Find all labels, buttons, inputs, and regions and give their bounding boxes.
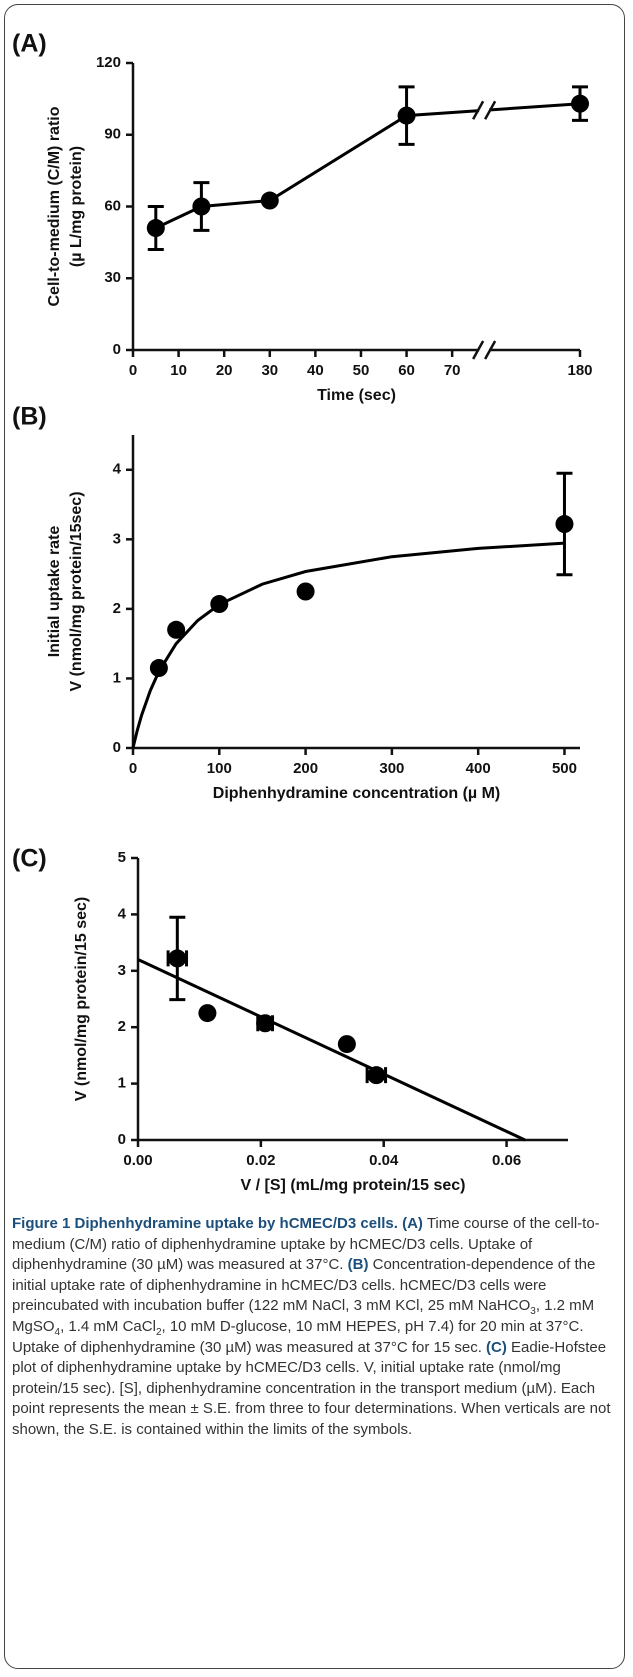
caption-sub: 3 [530,1306,536,1318]
data-point [296,582,315,601]
caption-normal: Time course of the cell-to-medium (C/M) … [12,1215,600,1274]
y-tick-label: 1 [118,1075,126,1092]
y-tick-label: 4 [113,461,122,478]
y-tick-label: 5 [118,849,126,866]
data-point [210,595,229,614]
x-tick-label: 40 [307,362,324,379]
y-axis-title: V (nmol/mg protein/15 sec) [73,897,90,1101]
axis-break [472,340,497,360]
x-tick-label: 500 [552,760,577,777]
y-axis-title: Initial uptake rate [46,526,63,658]
x-tick-label: 400 [466,760,491,777]
caption-sub: 4 [54,1326,61,1338]
y-tick-label: 1 [113,669,121,686]
caption: Figure 1 Diphenhydramine uptake by hCMEC… [12,1214,622,1441]
x-axis-title: Diphenhydramine concentration (µ M) [213,785,500,802]
y-tick-label: 3 [118,962,126,979]
caption-bold: (B) [347,1256,369,1274]
y-tick-label: 0 [113,341,121,358]
y-tick-label: 0 [118,1131,126,1148]
y-tick-label: 60 [104,197,121,214]
data-point [168,949,187,968]
data-point [256,1014,275,1033]
data-point [146,219,165,238]
data-point [571,94,589,113]
x-tick-label: 0 [129,362,137,379]
x-tick-label: 60 [398,362,415,379]
x-tick-label: 50 [353,362,370,379]
caption-sub: 2 [155,1326,162,1338]
caption-normal: , 1.2 mM MgSO [12,1297,595,1335]
axis-break-gap [479,346,490,354]
x-tick-label: 200 [293,760,318,777]
y-tick-label: 2 [118,1018,126,1035]
x-tick-label: 0 [129,760,137,777]
x-tick-label: 300 [379,760,404,777]
panel-label: (C) [12,845,47,873]
y-tick-label: 4 [118,905,127,922]
x-tick-label: 100 [207,760,232,777]
y-axis-title: V (nmol/mg protein/15sec) [68,491,85,691]
caption-bold: Figure 1 Diphenhydramine uptake by hCMEC… [12,1215,423,1232]
x-axis-title: V / [S] (mL/mg protein/15 sec) [241,1177,466,1194]
panel-label: (B) [12,403,47,431]
x-tick-label: 0.06 [492,1152,521,1169]
figure-frame [4,4,625,1669]
x-tick-label: 180 [567,362,592,379]
y-axis-title: Cell-to-medium (C/M) ratio [46,106,63,306]
data-point [192,197,211,216]
data-point [198,1004,217,1023]
data-point [260,191,279,210]
caption-normal: , 10 mM D-glucose, 10 mM HEPES, pH 7.4) … [12,1317,584,1356]
data-line [155,102,581,230]
line-break-gap [479,106,490,115]
panel-label: (A) [12,30,47,58]
x-tick-label: 0.02 [246,1152,275,1169]
y-tick-label: 30 [104,269,121,286]
caption-normal: Eadie-Hofstee plot of diphenhydramine up… [12,1338,611,1438]
fit-line [137,958,526,1142]
x-tick-label: 0.04 [369,1152,399,1169]
data-point [337,1035,356,1054]
x-tick-label: 20 [216,362,233,379]
y-axis-title: (µ L/mg protein) [68,146,85,267]
line-break [472,100,497,120]
x-tick-label: 10 [170,362,187,379]
y-tick-label: 90 [104,126,121,143]
y-tick-label: 3 [113,530,121,547]
caption-normal: Concentration-dependence of the initial … [12,1256,596,1315]
data-point [397,106,416,125]
data-point [555,515,574,534]
data-point [167,620,186,639]
x-tick-label: 0.00 [123,1152,152,1169]
fit-line [131,541,565,749]
x-axis-title: Time (sec) [317,387,396,404]
y-tick-label: 0 [113,739,121,756]
caption-bold: (C) [486,1338,507,1356]
x-tick-label: 70 [444,362,461,379]
x-tick-label: 30 [261,362,278,379]
data-point [149,659,168,678]
caption-normal: , 1.4 mM CaCl [60,1317,156,1335]
y-tick-label: 120 [96,54,121,71]
data-point [367,1066,386,1085]
y-tick-label: 2 [113,600,121,617]
